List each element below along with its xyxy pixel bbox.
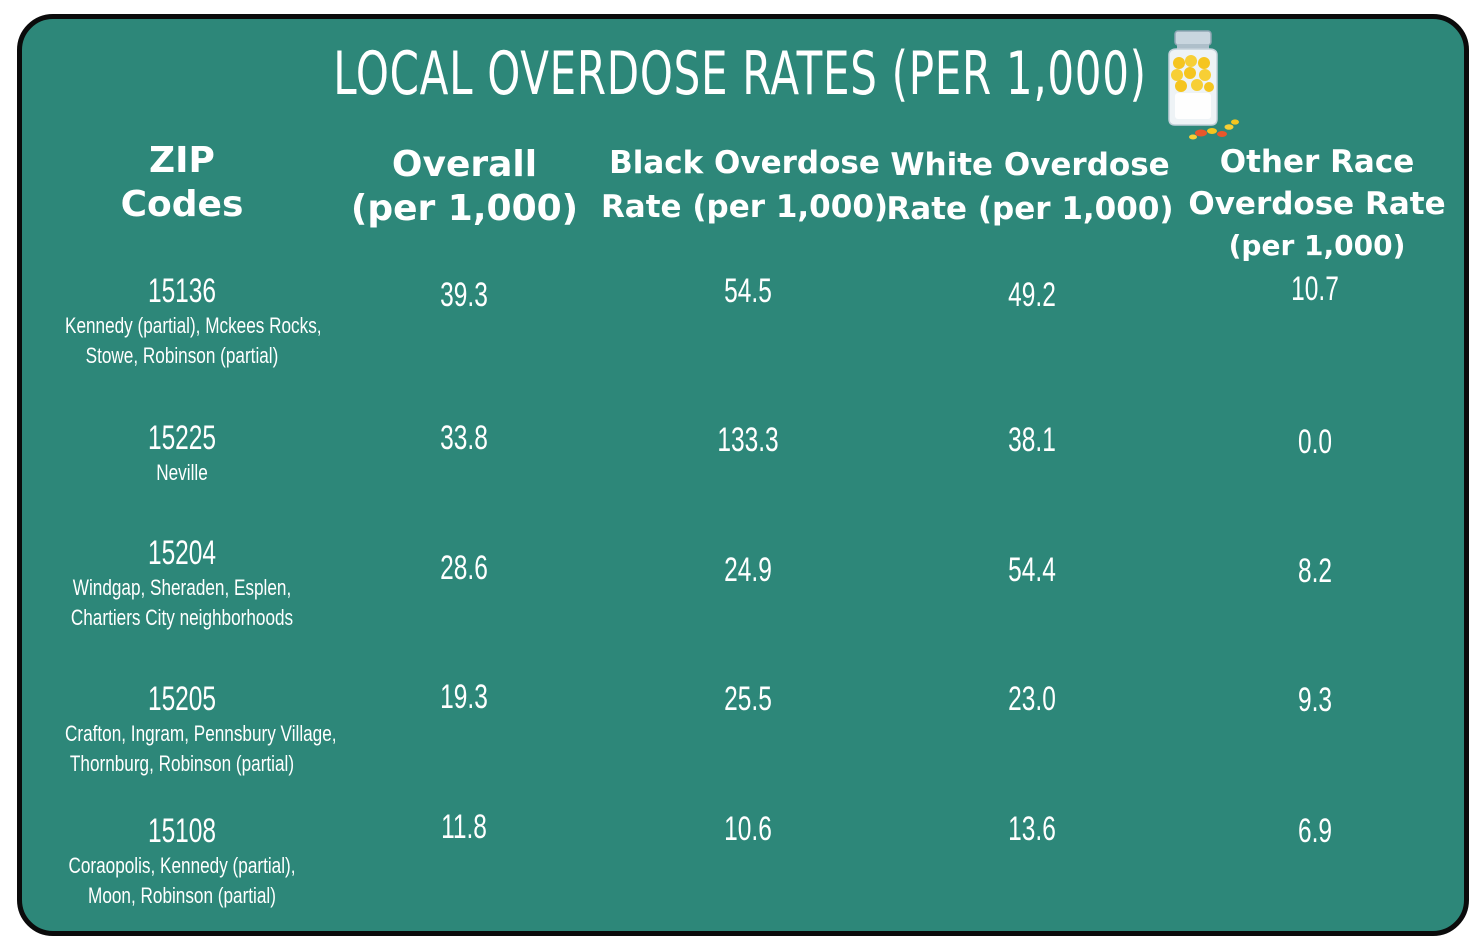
cell-overall: 11.8: [441, 808, 487, 846]
zip-areas-line: Neville: [156, 460, 208, 485]
chart-title: LOCAL OVERDOSE RATES (PER 1,000): [333, 39, 1147, 109]
cell-other: 0.0: [1297, 423, 1333, 461]
zip-areas-line: Coraopolis, Kennedy (partial),: [68, 853, 296, 878]
cell-white: 54.4: [1008, 551, 1056, 589]
cell-other: 9.3: [1297, 681, 1333, 719]
table-row-zip: 15136 Kennedy (partial), Mckees Rocks, S…: [32, 271, 332, 371]
cell-white: 23.0: [1008, 680, 1056, 718]
cell-black: 54.5: [724, 272, 772, 310]
zip-code: 15205: [147, 680, 217, 718]
cell-other: 10.7: [1291, 270, 1339, 308]
zip-areas-line: Windgap, Sheraden, Esplen,: [72, 575, 292, 600]
cell-white: 38.1: [1008, 421, 1056, 459]
zip-areas-line: Crafton, Ingram, Pennsbury Village,: [65, 721, 337, 746]
zip-areas-line: Thornburg, Robinson (partial): [69, 751, 295, 776]
table-row-zip: 15204 Windgap, Sheraden, Esplen, Chartie…: [32, 533, 332, 633]
zip-code: 15204: [147, 534, 217, 572]
cell-white: 13.6: [1008, 810, 1056, 848]
cell-overall: 28.6: [440, 549, 488, 587]
table-row-zip: 15225 Neville: [32, 418, 332, 488]
zip-code: 15136: [147, 272, 217, 310]
cell-overall: 39.3: [440, 276, 488, 314]
zip-areas-line: Moon, Robinson (partial): [88, 883, 276, 908]
header-overall: Overall (per 1,000): [350, 144, 579, 229]
table-row-zip: 15108 Coraopolis, Kennedy (partial), Moo…: [32, 811, 332, 911]
cell-other: 6.9: [1297, 812, 1333, 850]
header-other-race-rate: Other Race Overdose Rate (per 1,000): [1188, 144, 1446, 262]
zip-code: 15108: [147, 812, 217, 850]
table-panel: LOCAL OVERDOSE RATES (PER 1,000) ZIP Cod…: [17, 14, 1469, 936]
zip-code: 15225: [147, 419, 217, 457]
header-zip-codes: ZIP Codes: [120, 140, 244, 225]
cell-overall: 19.3: [440, 678, 488, 716]
header-black-rate: Black Overdose Rate (per 1,000): [600, 145, 889, 225]
cell-black: 24.9: [724, 551, 772, 589]
cell-white: 49.2: [1008, 276, 1056, 314]
pill-bottle-icon: [1168, 30, 1239, 140]
table-row-zip: 15205 Crafton, Ingram, Pennsbury Village…: [32, 679, 337, 779]
zip-areas-line: Chartiers City neighborhoods: [70, 605, 294, 630]
cell-black: 25.5: [724, 680, 772, 718]
zip-areas-line: Stowe, Robinson (partial): [85, 343, 279, 368]
cell-black: 133.3: [717, 421, 779, 459]
zip-areas-line: Kennedy (partial), Mckees Rocks,: [65, 313, 322, 338]
cell-overall: 33.8: [440, 419, 488, 457]
cell-black: 10.6: [724, 810, 772, 848]
cell-other: 8.2: [1297, 552, 1333, 590]
header-white-rate: White Overdose Rate (per 1,000): [886, 147, 1174, 227]
